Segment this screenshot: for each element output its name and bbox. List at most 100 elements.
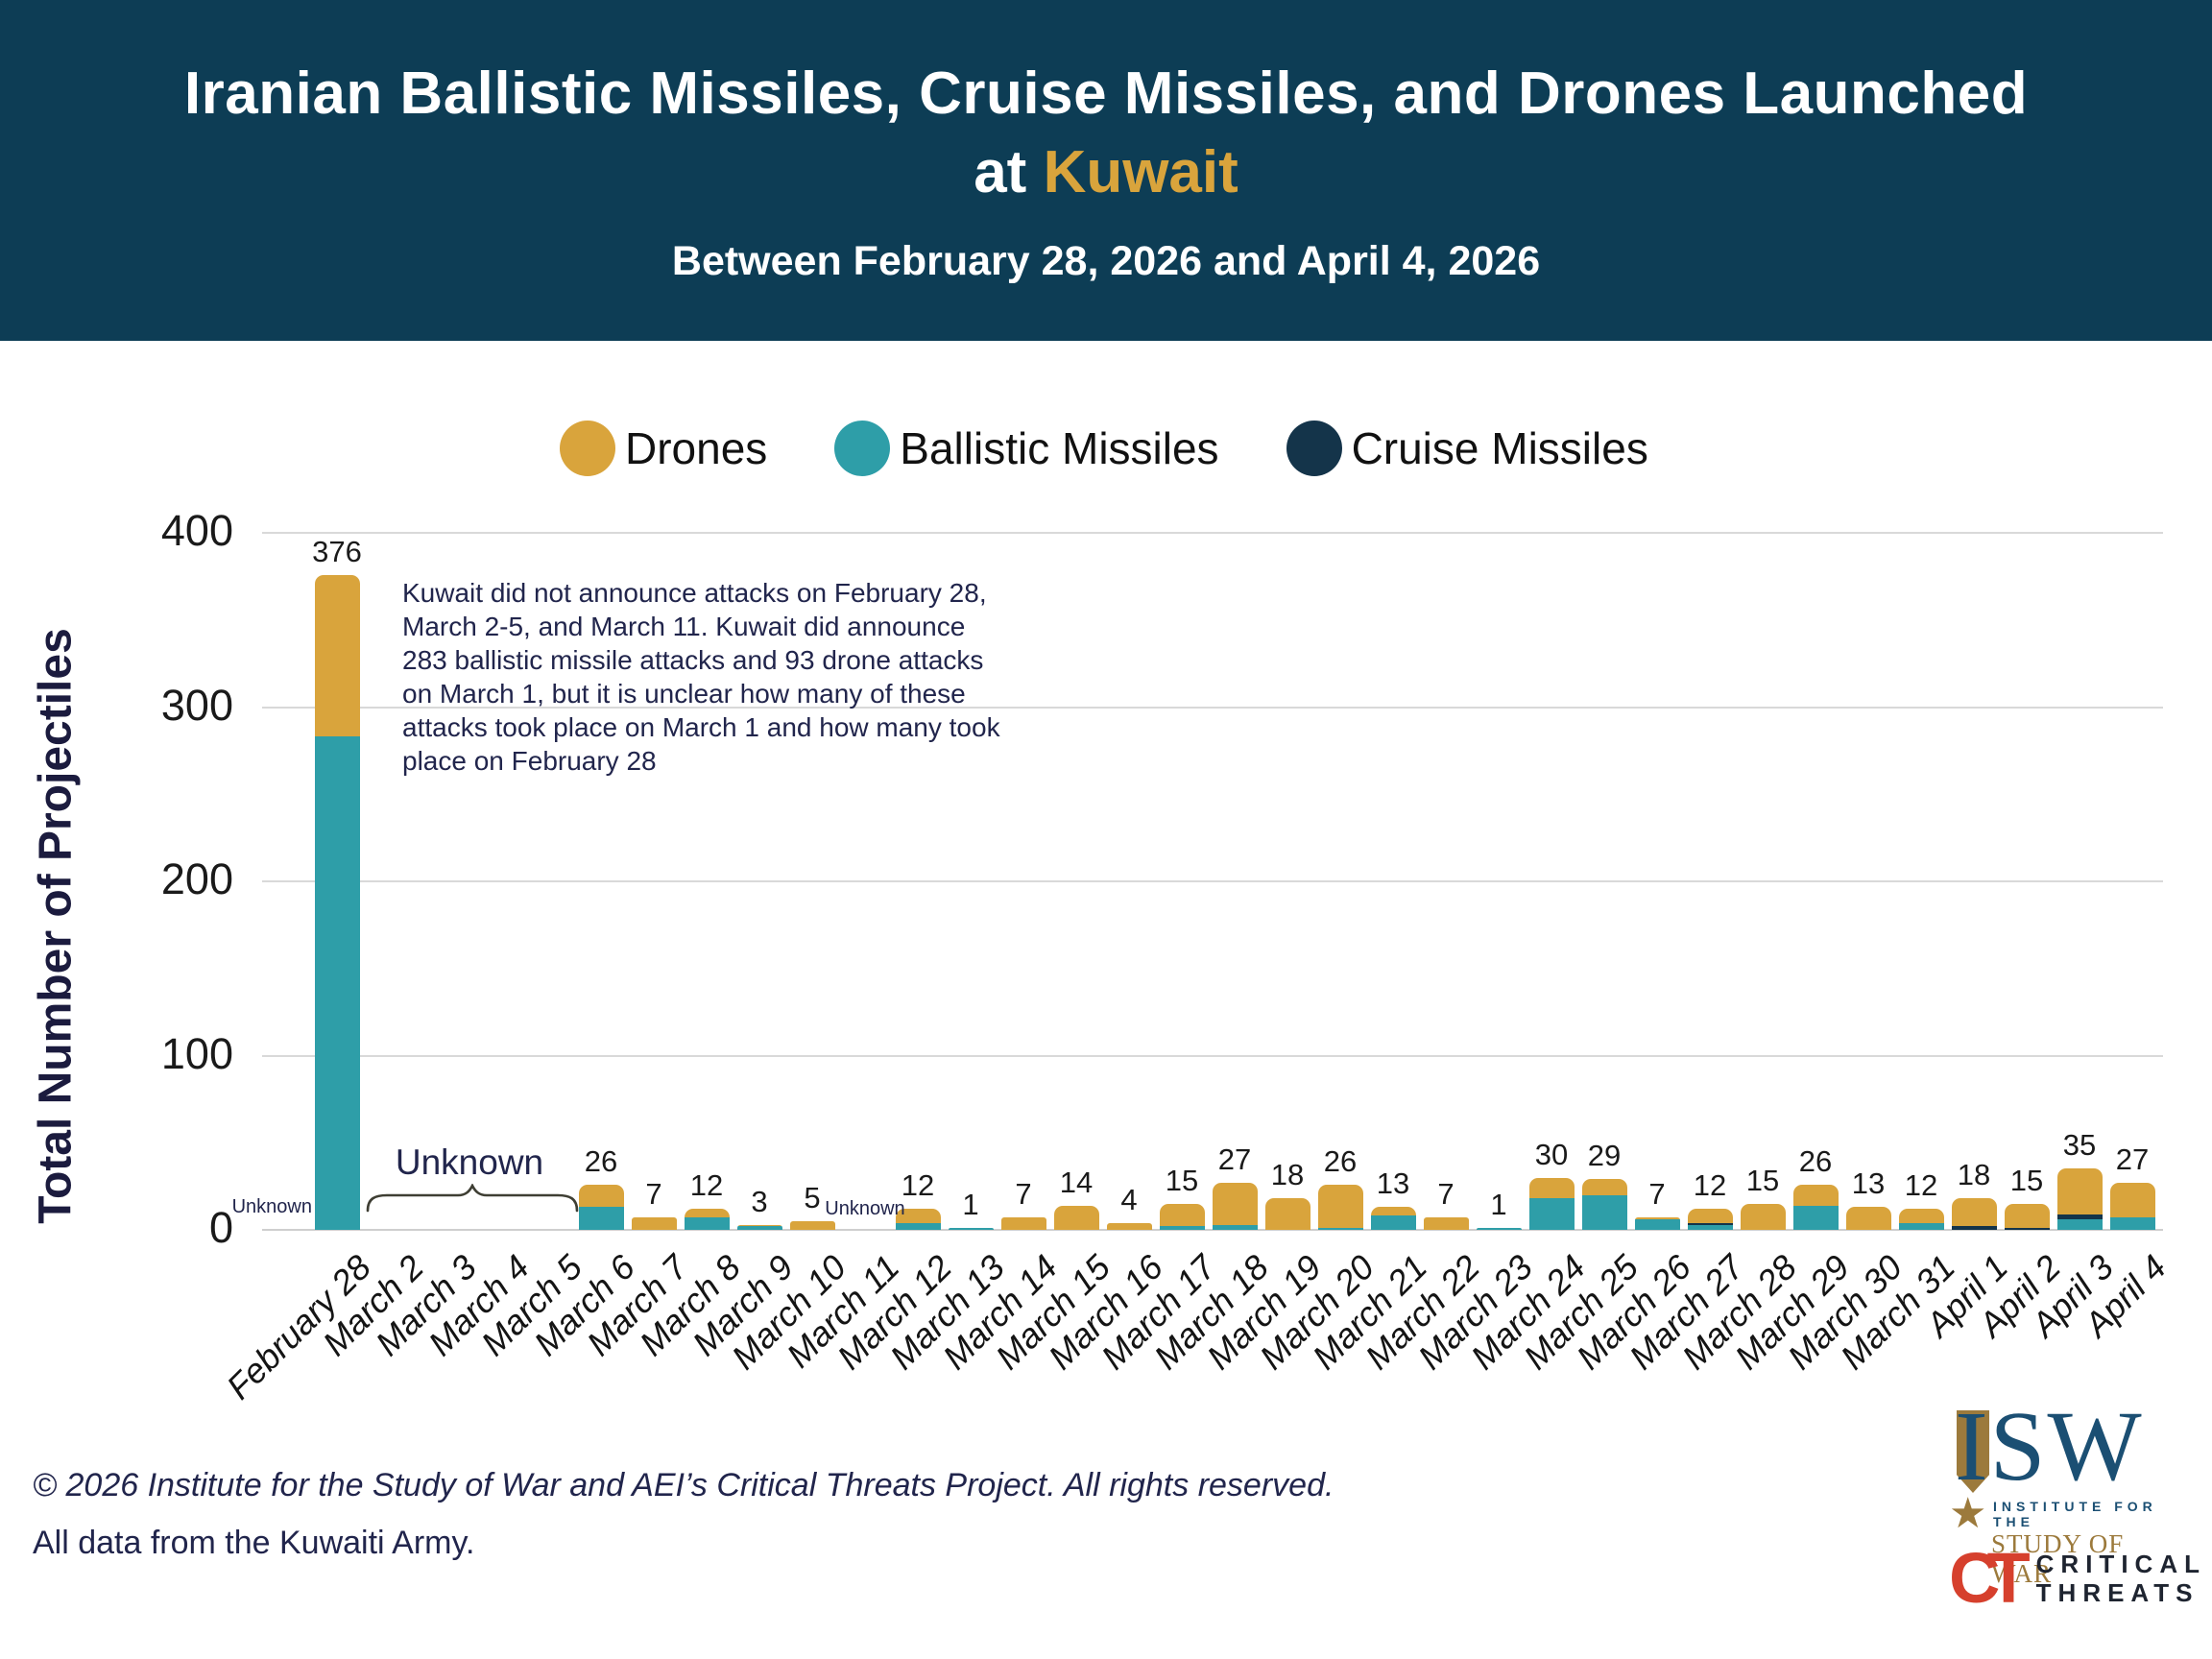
bar-segment-drones <box>1898 1209 1944 1223</box>
bar-total-label: 35 <box>2062 1128 2097 1163</box>
chart-title-line2: at Kuwait <box>0 138 2212 206</box>
bar-total-label: 15 <box>1745 1163 1780 1197</box>
bar-april-4 <box>2109 1182 2155 1230</box>
bar-total-label: 3 <box>751 1184 768 1218</box>
bar-total-label: 13 <box>1376 1166 1410 1201</box>
chart-title-line1: Iranian Ballistic Missiles, Cruise Missi… <box>183 60 2029 127</box>
bar-total-label: 15 <box>1165 1163 1199 1197</box>
bar-total-label: 1 <box>962 1188 979 1222</box>
y-tick-label-0: 0 <box>208 1203 233 1252</box>
bar-segment-drones <box>1212 1182 1258 1225</box>
bar-total-label: 12 <box>1904 1168 1938 1203</box>
bar-total-label: 12 <box>901 1168 935 1203</box>
bar-total-label: 26 <box>1798 1143 1833 1178</box>
bar-march-15 <box>1053 1205 1099 1230</box>
bar-march-23 <box>1476 1228 1522 1230</box>
bar-segment-drones <box>1528 1177 1575 1199</box>
bar-total-label: 12 <box>689 1168 724 1203</box>
bar-total-label: 5 <box>804 1180 821 1214</box>
bar-total-label: 27 <box>2115 1142 2150 1176</box>
legend-label-ballistic-missiles: Ballistic Missiles <box>900 423 1219 473</box>
bar-total-label: 7 <box>1015 1177 1032 1212</box>
bar-total-label: 1 <box>1490 1188 1507 1222</box>
data-source-text: All data from the Kuwaiti Army. <box>33 1525 475 1561</box>
ct-wordmark-line1: CRITICAL <box>2035 1550 2206 1578</box>
bar-march-7 <box>631 1217 677 1230</box>
bar-total-label: 26 <box>584 1143 618 1178</box>
bar-segment-drones <box>1581 1179 1627 1195</box>
bar-segment-drones <box>1370 1207 1416 1216</box>
x-axis-line <box>262 1229 2163 1231</box>
y-tick-label-400: 400 <box>160 506 233 555</box>
y-gridline-100 <box>262 1054 2163 1057</box>
legend-label-drones: Drones <box>625 423 768 473</box>
bar-total-label: 30 <box>1534 1137 1569 1171</box>
bar-total-label: 7 <box>645 1177 662 1212</box>
bar-segment-ballistic-missiles <box>1581 1194 1627 1230</box>
y-gridline-200 <box>262 880 2163 882</box>
bar-segment-ballistic-missiles <box>684 1217 730 1230</box>
bar-segment-ballistic-missiles <box>1792 1205 1839 1230</box>
bar-segment-ballistic-missiles <box>314 736 360 1230</box>
title-highlight-kuwait: Kuwait <box>1043 139 1238 205</box>
bar-segment-drones <box>895 1209 941 1223</box>
unknown-brace <box>366 1184 579 1213</box>
legend-item-ballistic-missiles: Ballistic Missiles <box>834 421 1219 476</box>
bar-march-24 <box>1528 1177 1575 1230</box>
bar-total-label: 18 <box>1270 1158 1305 1192</box>
bar-total-label: 7 <box>1648 1177 1666 1212</box>
unknown-label-feb28: Unknown <box>231 1196 312 1217</box>
bar-segment-drones <box>1634 1217 1680 1220</box>
bar-march-8 <box>684 1209 730 1230</box>
y-tick-label-300: 300 <box>160 680 233 730</box>
bar-segment-drones <box>631 1217 677 1230</box>
drones-swatch-icon <box>560 421 615 476</box>
bar-total-label: 12 <box>1693 1168 1727 1203</box>
isw-acronym: ISW <box>1955 1391 2144 1502</box>
bar-total-label: 15 <box>2009 1163 2044 1197</box>
bar-april-1 <box>1951 1198 1997 1230</box>
bar-segment-cruise-missiles <box>1951 1226 1997 1230</box>
y-tick-label-100: 100 <box>160 1028 233 1078</box>
copyright-text: © 2026 Institute for the Study of War an… <box>33 1467 1334 1503</box>
bar-segment-drones <box>1317 1184 1363 1229</box>
bar-segment-drones <box>684 1209 730 1218</box>
bar-total-label: 14 <box>1059 1165 1094 1199</box>
bar-march-22 <box>1423 1217 1469 1230</box>
bar-march-12 <box>895 1209 941 1230</box>
cruise-missiles-swatch-icon <box>1286 421 1342 476</box>
bar-march-6 <box>578 1184 624 1230</box>
ballistic-missiles-swatch-icon <box>834 421 891 476</box>
bar-segment-ballistic-missiles <box>1317 1228 1363 1230</box>
bar-segment-drones <box>2004 1203 2050 1229</box>
bar-segment-cruise-missiles <box>2004 1228 2050 1230</box>
unknown-label-march2-5: Unknown <box>395 1142 544 1182</box>
bar-march-17 <box>1159 1203 1205 1230</box>
bar-segment-ballistic-missiles <box>1212 1224 1258 1230</box>
bar-segment-ballistic-missiles <box>1528 1198 1575 1230</box>
ct-wordmark: CRITICAL THREATS <box>2036 1550 2206 1607</box>
chart-legend: Drones Ballistic Missiles Cruise Missile… <box>560 421 1648 476</box>
isw-star-icon: ★ <box>1949 1490 1987 1537</box>
bar-total-label: 4 <box>1120 1182 1138 1216</box>
bar-segment-drones <box>1951 1198 1997 1227</box>
bar-total-label: 27 <box>1217 1142 1252 1176</box>
bar-segment-drones <box>1740 1203 1786 1230</box>
bar-march-30 <box>1845 1207 1891 1230</box>
title-prefix: at <box>974 139 1044 205</box>
bar-segment-drones <box>314 574 360 737</box>
bar-segment-ballistic-missiles <box>1898 1222 1944 1230</box>
bar-segment-drones <box>1687 1209 1733 1223</box>
bar-segment-drones <box>736 1224 782 1227</box>
bar-march-31 <box>1898 1209 1944 1230</box>
bar-march-21 <box>1370 1207 1416 1230</box>
bar-segment-drones <box>2056 1168 2103 1214</box>
bar-segment-drones <box>789 1220 835 1230</box>
bar-march-19 <box>1264 1198 1310 1230</box>
y-tick-label-200: 200 <box>160 854 233 903</box>
bar-total-label: 376 <box>312 534 362 568</box>
critical-threats-logo: CT CRITICAL THREATS <box>1949 1543 2206 1614</box>
chart-subtitle: Between February 28, 2026 and April 4, 2… <box>671 238 1541 284</box>
